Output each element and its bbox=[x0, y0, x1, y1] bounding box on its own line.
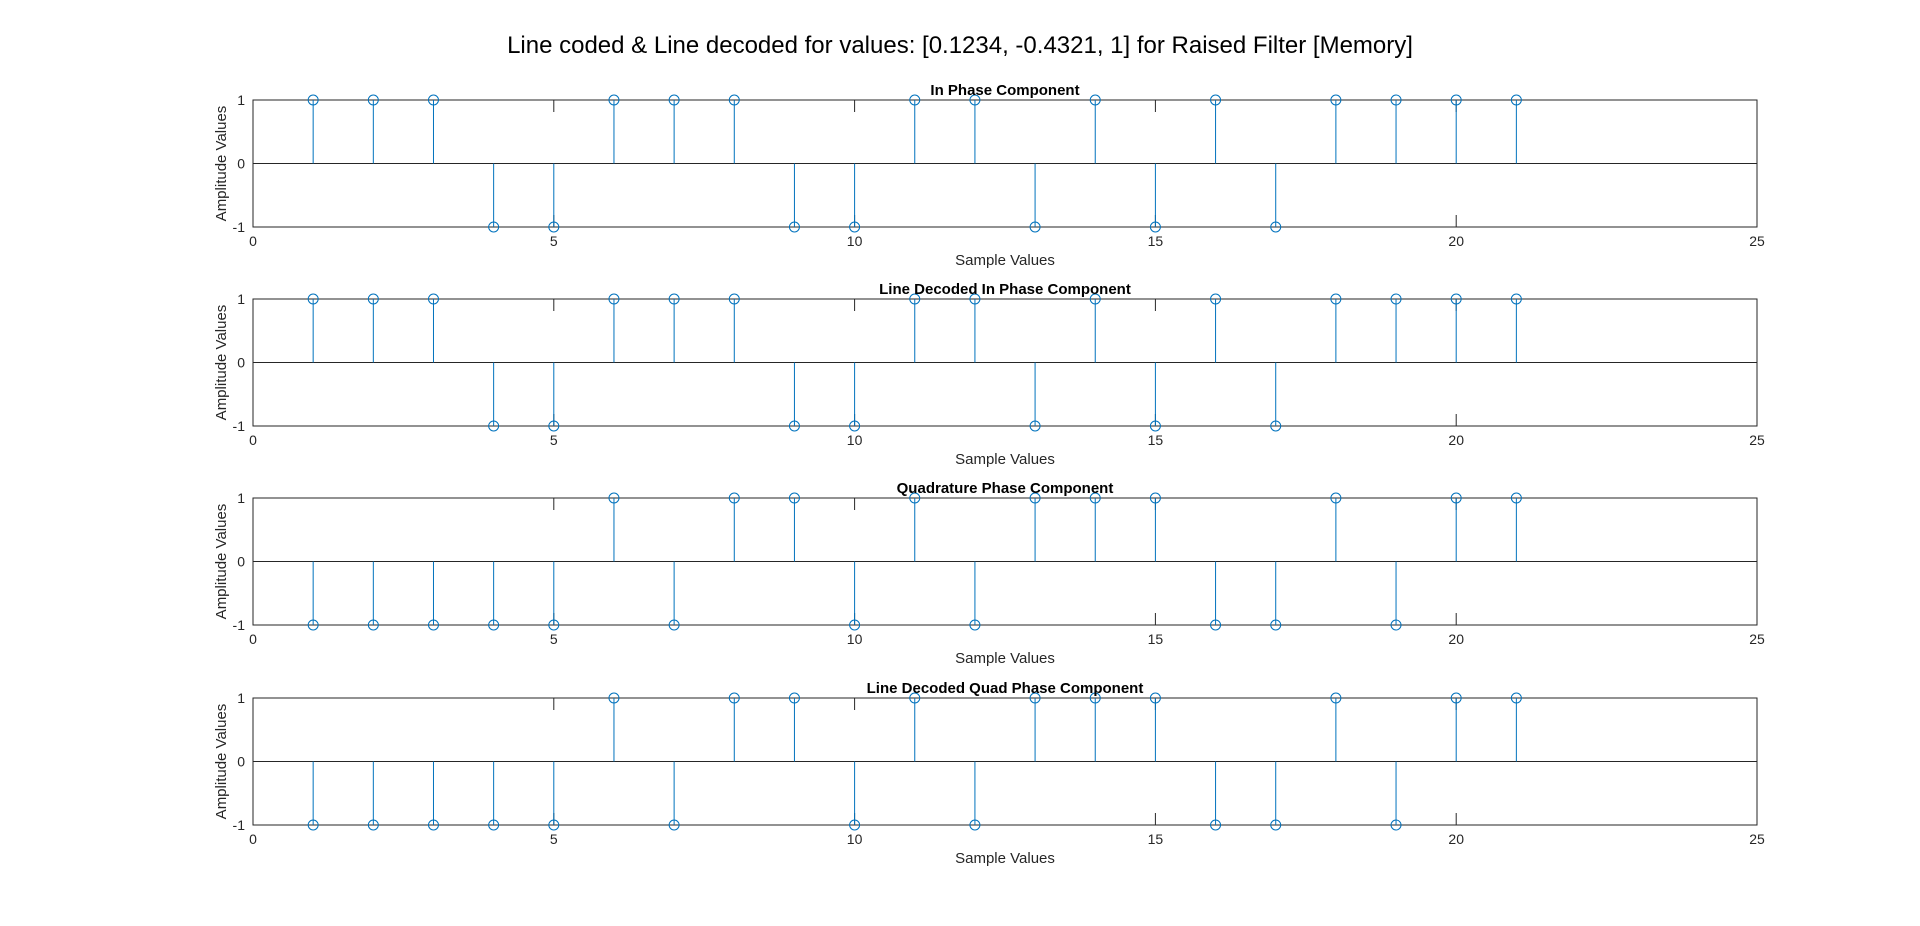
x-tick-label: 10 bbox=[847, 233, 863, 249]
y-tick-label: 0 bbox=[237, 754, 245, 770]
x-tick-label: 10 bbox=[847, 631, 863, 647]
y-tick-label: 0 bbox=[237, 355, 245, 371]
x-tick-label: 0 bbox=[249, 631, 257, 647]
x-tick-label: 25 bbox=[1749, 831, 1765, 847]
y-tick-label: 1 bbox=[237, 92, 245, 108]
x-axis-label: Sample Values bbox=[955, 451, 1055, 468]
x-tick-label: 5 bbox=[550, 831, 558, 847]
x-tick-label: 5 bbox=[550, 631, 558, 647]
x-axis-label: Sample Values bbox=[955, 850, 1055, 867]
subplot-title: Line Decoded In Phase Component bbox=[879, 281, 1131, 298]
y-axis-label: Amplitude Values bbox=[213, 106, 230, 222]
x-tick-label: 10 bbox=[847, 432, 863, 448]
x-tick-label: 20 bbox=[1448, 831, 1464, 847]
y-axis-label: Amplitude Values bbox=[213, 504, 230, 620]
y-tick-label: 1 bbox=[237, 490, 245, 506]
x-tick-label: 25 bbox=[1749, 432, 1765, 448]
y-axis-label: Amplitude Values bbox=[213, 305, 230, 421]
x-tick-label: 15 bbox=[1148, 831, 1164, 847]
subplot-2: 0 5 10 15 20 25-101Line Decoded In Phase Comp… bbox=[213, 281, 1765, 468]
x-tick-label: 15 bbox=[1148, 432, 1164, 448]
x-tick-label: 15 bbox=[1148, 233, 1164, 249]
x-tick-label: 10 bbox=[847, 831, 863, 847]
y-tick-label: 1 bbox=[237, 690, 245, 706]
x-tick-label: 0 bbox=[249, 233, 257, 249]
x-tick-label: 5 bbox=[550, 432, 558, 448]
subplot-3: 0 5 10 15 20 25-101Quadrature Phase Component… bbox=[213, 480, 1765, 667]
subplot-title: In Phase Component bbox=[930, 82, 1079, 99]
x-tick-label: 5 bbox=[550, 233, 558, 249]
x-tick-label: 20 bbox=[1448, 233, 1464, 249]
y-tick-label: -1 bbox=[233, 219, 246, 235]
y-tick-label: 0 bbox=[237, 156, 245, 172]
x-tick-label: 20 bbox=[1448, 432, 1464, 448]
y-tick-label: 0 bbox=[237, 554, 245, 570]
subplot-title: Line Decoded Quad Phase Component bbox=[867, 680, 1144, 697]
x-tick-label: 25 bbox=[1749, 631, 1765, 647]
x-tick-label: 15 bbox=[1148, 631, 1164, 647]
subplot-title: Quadrature Phase Component bbox=[897, 480, 1114, 497]
x-tick-label: 20 bbox=[1448, 631, 1464, 647]
x-axis-label: Sample Values bbox=[955, 650, 1055, 667]
x-tick-label: 0 bbox=[249, 432, 257, 448]
x-tick-label: 25 bbox=[1749, 233, 1765, 249]
x-axis-label: Sample Values bbox=[955, 252, 1055, 269]
y-axis-label: Amplitude Values bbox=[213, 704, 230, 820]
y-tick-label: -1 bbox=[233, 817, 246, 833]
y-tick-label: -1 bbox=[233, 418, 246, 434]
x-tick-label: 0 bbox=[249, 831, 257, 847]
y-tick-label: 1 bbox=[237, 291, 245, 307]
y-tick-label: -1 bbox=[233, 617, 246, 633]
